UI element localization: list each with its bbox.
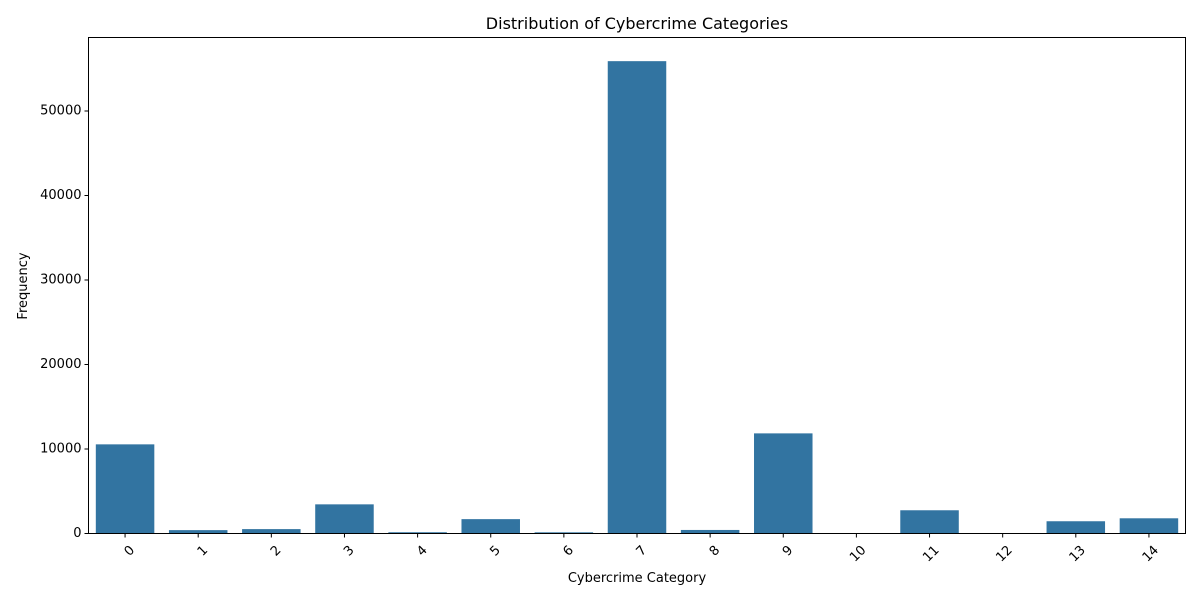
bar-category-7	[607, 61, 667, 534]
x-axis-label: Cybercrime Category	[568, 571, 707, 586]
y-tick-label: 30000	[40, 273, 81, 288]
y-tick-label: 10000	[40, 442, 81, 457]
y-tick-label: 50000	[40, 104, 81, 119]
bar-category-0	[95, 444, 155, 534]
bar-category-1	[168, 530, 228, 534]
bar-category-5	[461, 519, 520, 534]
y-axis-ticks: 0 10000 20000 30000 40000 50000	[40, 104, 89, 541]
bar-category-4	[388, 532, 447, 534]
bar-category-3	[315, 504, 374, 534]
bar-category-6	[534, 532, 594, 534]
bar-category-13	[1046, 521, 1106, 534]
y-axis-label: Frequency	[16, 252, 31, 319]
bars-group	[95, 61, 1179, 534]
plot-frame	[88, 37, 1186, 534]
bar-category-2	[242, 529, 301, 534]
bar-category-9	[754, 433, 813, 534]
y-tick-label: 40000	[40, 188, 81, 203]
y-tick-label: 20000	[40, 357, 81, 372]
bar-category-14	[1119, 518, 1179, 534]
bar-category-8	[680, 529, 740, 534]
bar-category-11	[900, 510, 959, 534]
y-tick-label: 0	[73, 526, 81, 541]
chart-title: Distribution of Cybercrime Categories	[486, 14, 788, 33]
